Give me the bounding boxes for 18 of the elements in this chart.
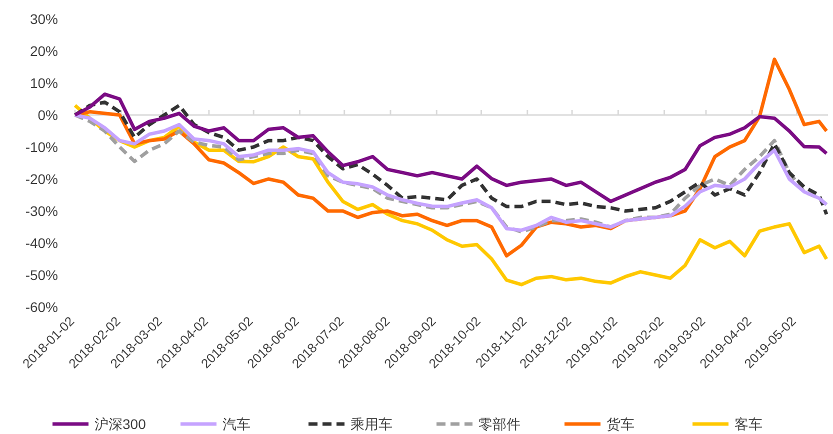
legend-label: 汽车 bbox=[222, 416, 250, 432]
y-tick-label: 20% bbox=[30, 43, 58, 59]
y-tick-label: -20% bbox=[25, 171, 58, 187]
legend-label: 零部件 bbox=[478, 416, 520, 432]
y-tick-label: 0% bbox=[38, 107, 58, 123]
line-series bbox=[73, 100, 828, 216]
legend-label: 乘用车 bbox=[350, 416, 392, 432]
y-tick-label: -40% bbox=[25, 235, 58, 251]
y-tick-label: 10% bbox=[30, 75, 58, 91]
y-tick-label: 30% bbox=[30, 11, 58, 27]
y-tick-label: -10% bbox=[25, 139, 58, 155]
y-tick-label: -30% bbox=[25, 203, 58, 219]
legend-label: 客车 bbox=[734, 416, 762, 432]
y-tick-label: -50% bbox=[25, 267, 58, 283]
legend-label: 货车 bbox=[606, 416, 634, 432]
line-series bbox=[73, 92, 828, 204]
y-tick-label: -60% bbox=[25, 299, 58, 315]
legend-label: 沪深300 bbox=[94, 416, 146, 432]
